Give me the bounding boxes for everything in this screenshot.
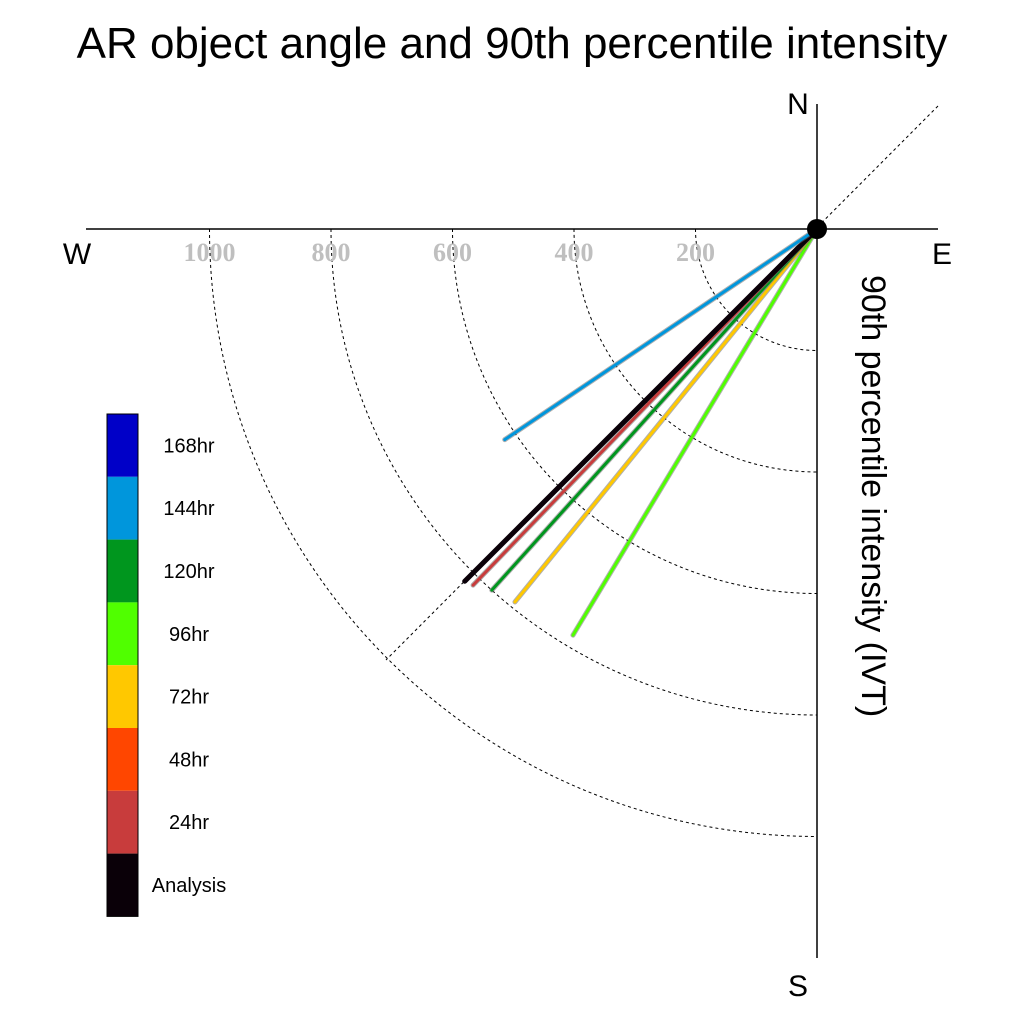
- legend-swatch-168hr: [107, 414, 138, 477]
- legend-swatch-144hr: [107, 476, 138, 540]
- legend-swatch-72hr: [107, 665, 138, 728]
- legend-label-72hr: 72hr: [169, 687, 209, 709]
- legend: 168hr 144hr 120hr 96hr 72hr 48hr 24hr Analysis: [106, 413, 226, 917]
- south-label: S: [788, 970, 808, 1003]
- north-label: N: [787, 88, 809, 121]
- legend-label-48hr: 48hr: [169, 749, 209, 771]
- tick-label-800: 800: [312, 238, 351, 267]
- vector-72hr: [513, 227, 819, 604]
- tick-label-400: 400: [555, 238, 594, 267]
- vector-analysis: [462, 226, 820, 584]
- tick-label-600: 600: [433, 238, 472, 267]
- vectors: [462, 226, 820, 638]
- tick-label-200: 200: [676, 238, 715, 267]
- legend-swatch-24hr: [107, 790, 138, 854]
- grid-ring-1000: [209, 228, 818, 837]
- grid-ring-600: [452, 228, 818, 594]
- east-label: E: [932, 238, 952, 271]
- vector-144hr: [503, 227, 819, 442]
- legend-swatch-48hr: [107, 728, 138, 791]
- y-axis-label: 90th percentile intensity (IVT): [854, 275, 892, 717]
- origin-marker: [807, 219, 827, 239]
- west-label: W: [63, 238, 92, 271]
- legend-label-144hr: 144hr: [163, 498, 214, 520]
- radial-ticks: 200 400 600 800 1000: [184, 238, 716, 267]
- legend-swatch-96hr: [107, 602, 138, 666]
- legend-frame: [106, 413, 139, 917]
- legend-swatch-120hr: [107, 539, 138, 603]
- legend-label-analysis: Analysis: [152, 875, 226, 897]
- legend-swatch-analysis: [107, 853, 138, 917]
- grid-ring-800: [330, 228, 818, 716]
- vector-120hr: [490, 227, 819, 592]
- legend-label-168hr: 168hr: [163, 435, 214, 457]
- chart-title: AR object angle and 90th percentile inte…: [77, 19, 948, 68]
- grid-ring-400: [573, 228, 818, 473]
- legend-label-24hr: 24hr: [169, 812, 209, 834]
- grid: [209, 228, 818, 837]
- legend-label-96hr: 96hr: [169, 624, 209, 646]
- legend-label-120hr: 120hr: [163, 561, 214, 583]
- grid-ring-200: [695, 228, 818, 351]
- tick-label-1000: 1000: [184, 238, 236, 267]
- vector-96hr: [571, 227, 819, 637]
